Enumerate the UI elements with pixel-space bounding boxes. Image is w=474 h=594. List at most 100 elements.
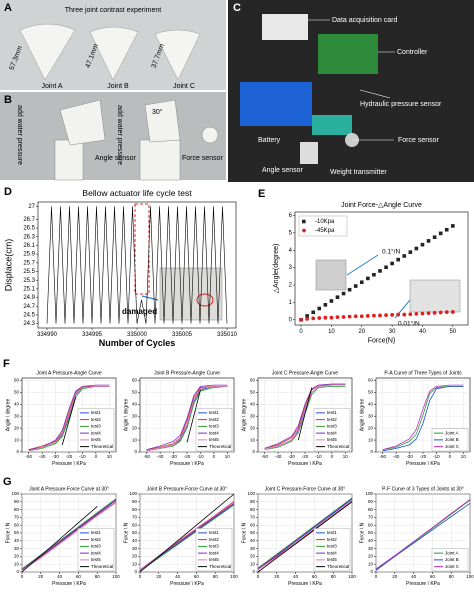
data-line [375, 503, 471, 571]
controller [318, 34, 378, 74]
y-tick-label: 0 [134, 569, 137, 574]
y-tick-label: 0 [252, 449, 255, 454]
x-tick-label: 40 [57, 574, 63, 579]
y-tick-label: 50 [132, 530, 138, 535]
y-tick-label: 70 [14, 515, 20, 520]
y-tick-label: 20 [250, 425, 256, 430]
data-line [264, 384, 346, 450]
legend-label: test4 [327, 550, 337, 555]
data-line [382, 384, 464, 450]
point [323, 303, 328, 307]
y-tick-label: 40 [368, 401, 374, 406]
y-tick-label: 50 [14, 390, 20, 395]
x-tick-label: 0 [139, 574, 142, 579]
x-tick-label: -50 [261, 454, 268, 459]
y-tick-label: 30 [14, 413, 20, 418]
legend-box [77, 528, 115, 572]
y-tick-label: 25.1 [23, 286, 35, 292]
x-tick-label: 50 [449, 329, 456, 335]
y-tick-label: 0 [289, 317, 293, 323]
legend-label: Joint C [445, 564, 460, 569]
data-line [139, 493, 235, 573]
x-tick-label: 20 [38, 574, 44, 579]
x-tick-label: 100 [466, 574, 474, 579]
x-tick-label: 40 [293, 574, 299, 579]
x-tick-label: -20 [66, 454, 73, 459]
legend-label: test4 [91, 550, 101, 555]
x-tick-label: -50 [379, 454, 386, 459]
y-tick-label: 40 [132, 401, 138, 406]
legend-label: test2 [209, 537, 219, 542]
y-tick-label: 0 [370, 569, 373, 574]
point [353, 314, 358, 319]
photo-b [0, 92, 226, 180]
legend-label: Joint C [445, 444, 460, 449]
data-line [264, 383, 346, 449]
joint-label: Joint A [41, 83, 62, 90]
y-tick-label: 60 [132, 378, 138, 383]
y-tick-label: 30 [368, 546, 374, 551]
y-tick-label: 20 [14, 554, 20, 559]
point [366, 276, 370, 281]
x-tick-label: 0 [95, 454, 98, 459]
data-line [21, 502, 117, 571]
arrow [141, 295, 159, 301]
legend-label: Joint B [445, 557, 459, 562]
y-tick-label: 50 [368, 390, 374, 395]
point [347, 314, 352, 319]
legend-label: test1 [91, 530, 101, 535]
data-line [139, 500, 235, 570]
plot-frame [294, 211, 469, 326]
y-tick-label: 25.5 [23, 269, 35, 275]
x-tick-label: 0 [213, 454, 216, 459]
y-tick-label: 30 [368, 413, 374, 418]
y-tick-label: 90 [14, 499, 20, 504]
point [444, 227, 449, 232]
chart-title: Joint A Pressure-Angle Curve [36, 370, 102, 376]
joint-label: Joint C [173, 83, 195, 90]
y-tick-label: 1 [289, 300, 293, 306]
y-axis-label: Force \ N [359, 522, 365, 543]
y-tick-label: 60 [368, 378, 374, 383]
chart-title: P-A Curve of Three Types of Joints [384, 370, 462, 376]
point [378, 269, 382, 273]
legend-label: test1 [209, 410, 219, 415]
y-tick-label: 10 [14, 437, 20, 442]
x-tick-label: 10 [461, 454, 467, 459]
x-tick-label: 30 [389, 329, 396, 335]
data-line [146, 385, 228, 452]
x-tick-label: 335000 [127, 332, 148, 338]
inset-photo [315, 259, 347, 291]
legend-label: Theoretical [327, 564, 349, 569]
x-tick-label: -10 [197, 454, 204, 459]
angle-label: 30° [152, 108, 163, 116]
legend-label: test3 [91, 424, 101, 429]
inset-photo [409, 279, 461, 313]
y-tick-label: 10 [250, 561, 256, 566]
y-tick-label: 40 [368, 538, 374, 543]
y-tick-label: 10 [132, 437, 138, 442]
y-tick-label: 100 [129, 491, 137, 496]
y-tick-label: 0 [16, 569, 19, 574]
y-tick-label: 30 [132, 546, 138, 551]
y-tick-label: 0 [16, 449, 19, 454]
point [414, 246, 419, 251]
joint-label: Joint B [107, 83, 129, 90]
point [450, 310, 455, 314]
x-tick-label: 60 [312, 574, 318, 579]
x-tick-label: 60 [430, 574, 436, 579]
panel-label: C [233, 2, 241, 14]
point [378, 313, 382, 318]
legend-label: test1 [91, 410, 101, 415]
y-axis-label: Force \ N [123, 522, 129, 543]
y-tick-label: 70 [368, 515, 374, 520]
point [432, 235, 437, 240]
sensor-label: Force sensor [182, 155, 224, 162]
annotation: 0.1°/N [382, 248, 400, 256]
callout: Force sensor [398, 137, 440, 144]
y-axis-label: Angle \ degree [359, 399, 365, 432]
x-axis-label: Pressure \ KPa [170, 461, 204, 467]
legend-label: test5 [91, 437, 101, 442]
point [438, 231, 443, 236]
y-tick-label: 30 [250, 413, 256, 418]
